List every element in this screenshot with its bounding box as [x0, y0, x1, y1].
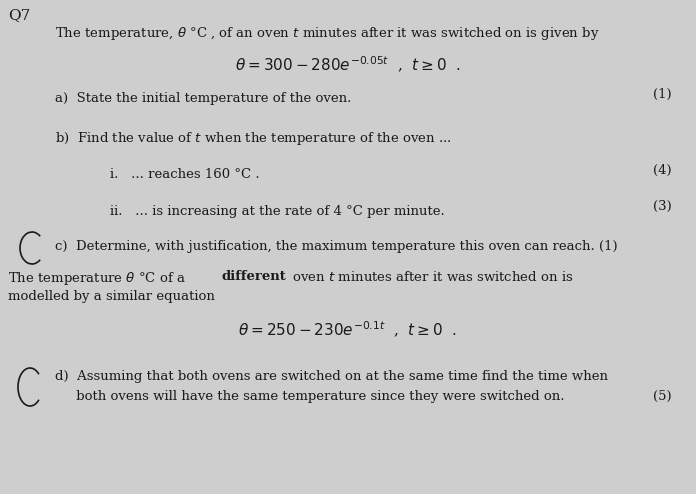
- Text: modelled by a similar equation: modelled by a similar equation: [8, 290, 215, 303]
- Text: oven $t$ minutes after it was switched on is: oven $t$ minutes after it was switched o…: [288, 270, 574, 284]
- Text: i.   ... reaches 160 °C .: i. ... reaches 160 °C .: [110, 168, 260, 181]
- Text: (3): (3): [654, 200, 672, 213]
- Text: d)  Assuming that both ovens are switched on at the same time find the time when: d) Assuming that both ovens are switched…: [55, 370, 608, 383]
- Text: $\theta = 300 - 280e^{-0.05t}$  ,  $t \geq 0$  .: $\theta = 300 - 280e^{-0.05t}$ , $t \geq…: [235, 55, 461, 75]
- Text: both ovens will have the same temperature since they were switched on.: both ovens will have the same temperatur…: [55, 390, 564, 403]
- Text: ii.   ... is increasing at the rate of 4 °C per minute.: ii. ... is increasing at the rate of 4 °…: [110, 205, 445, 218]
- Text: (1): (1): [654, 88, 672, 101]
- Text: The temperature, $\theta$ °C , of an oven $t$ minutes after it was switched on i: The temperature, $\theta$ °C , of an ove…: [55, 25, 599, 42]
- Text: $\theta = 250 - 230e^{-0.1t}$  ,  $t \geq 0$  .: $\theta = 250 - 230e^{-0.1t}$ , $t \geq …: [238, 320, 458, 340]
- Text: c)  Determine, with justification, the maximum temperature this oven can reach. : c) Determine, with justification, the ma…: [55, 240, 617, 253]
- Text: different: different: [222, 270, 287, 283]
- Text: b)  Find the value of $t$ when the temperature of the oven ...: b) Find the value of $t$ when the temper…: [55, 130, 452, 147]
- Text: Q7: Q7: [8, 8, 30, 22]
- Text: The temperature $\theta$ °C of a: The temperature $\theta$ °C of a: [8, 270, 187, 287]
- Text: a)  State the initial temperature of the oven.: a) State the initial temperature of the …: [55, 92, 351, 105]
- Text: (5): (5): [654, 390, 672, 403]
- Text: (4): (4): [654, 164, 672, 177]
